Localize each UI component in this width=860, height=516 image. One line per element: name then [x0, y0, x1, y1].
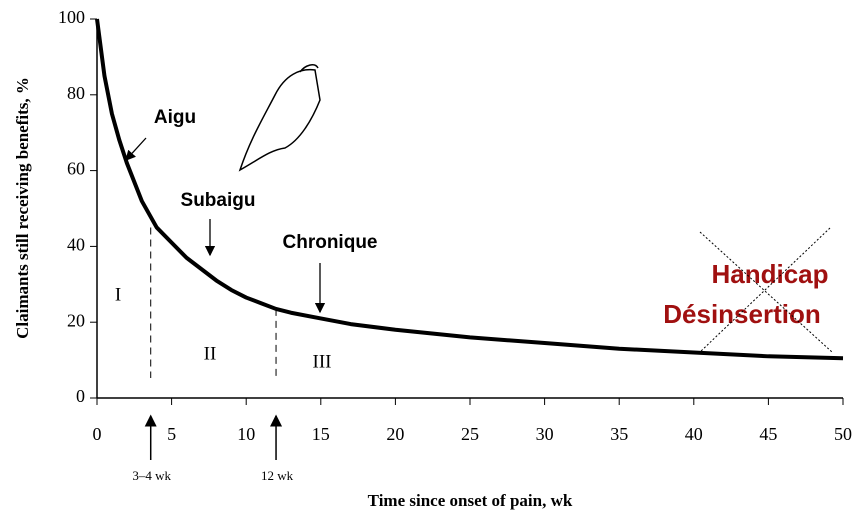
x-tick-label: 35 [610, 424, 628, 444]
crossed-label: Désinsertion [663, 299, 821, 329]
annotation: Chronique [283, 232, 378, 253]
y-tick-label: 0 [76, 386, 85, 406]
x-tick-label: 10 [237, 424, 255, 444]
x-tick-label: 20 [386, 424, 404, 444]
pointing-hand [240, 65, 320, 170]
y-tick-label: 60 [67, 159, 85, 179]
y-tick-label: 40 [67, 235, 85, 255]
phase-label: I [115, 284, 121, 305]
boundary-label: 3–4 wk [132, 468, 171, 483]
x-tick-label: 15 [312, 424, 330, 444]
y-tick-label: 80 [67, 83, 85, 103]
x-tick-label: 30 [536, 424, 554, 444]
phase-label: III [313, 351, 332, 372]
crossed-label: Handicap [711, 259, 828, 289]
cross-line [700, 228, 830, 352]
cross-line [700, 232, 832, 352]
x-tick-label: 45 [759, 424, 777, 444]
x-tick-label: 25 [461, 424, 479, 444]
phase-label: II [204, 343, 217, 364]
annotation: Aigu [154, 107, 196, 128]
x-tick-label: 50 [834, 424, 852, 444]
annotation: Subaigu [181, 190, 256, 211]
x-tick-label: 40 [685, 424, 703, 444]
boundary-label: 12 wk [261, 468, 294, 483]
x-tick-label: 0 [93, 424, 102, 444]
arrow [126, 138, 146, 160]
x-axis-label: Time since onset of pain, wk [368, 491, 573, 510]
y-axis-label: Claimants still receiving benefits, % [13, 77, 32, 339]
y-tick-label: 20 [67, 310, 85, 330]
chart: Claimants still receiving benefits, % Ti… [0, 0, 860, 516]
x-tick-label: 5 [167, 424, 176, 444]
y-tick-label: 100 [58, 7, 85, 27]
